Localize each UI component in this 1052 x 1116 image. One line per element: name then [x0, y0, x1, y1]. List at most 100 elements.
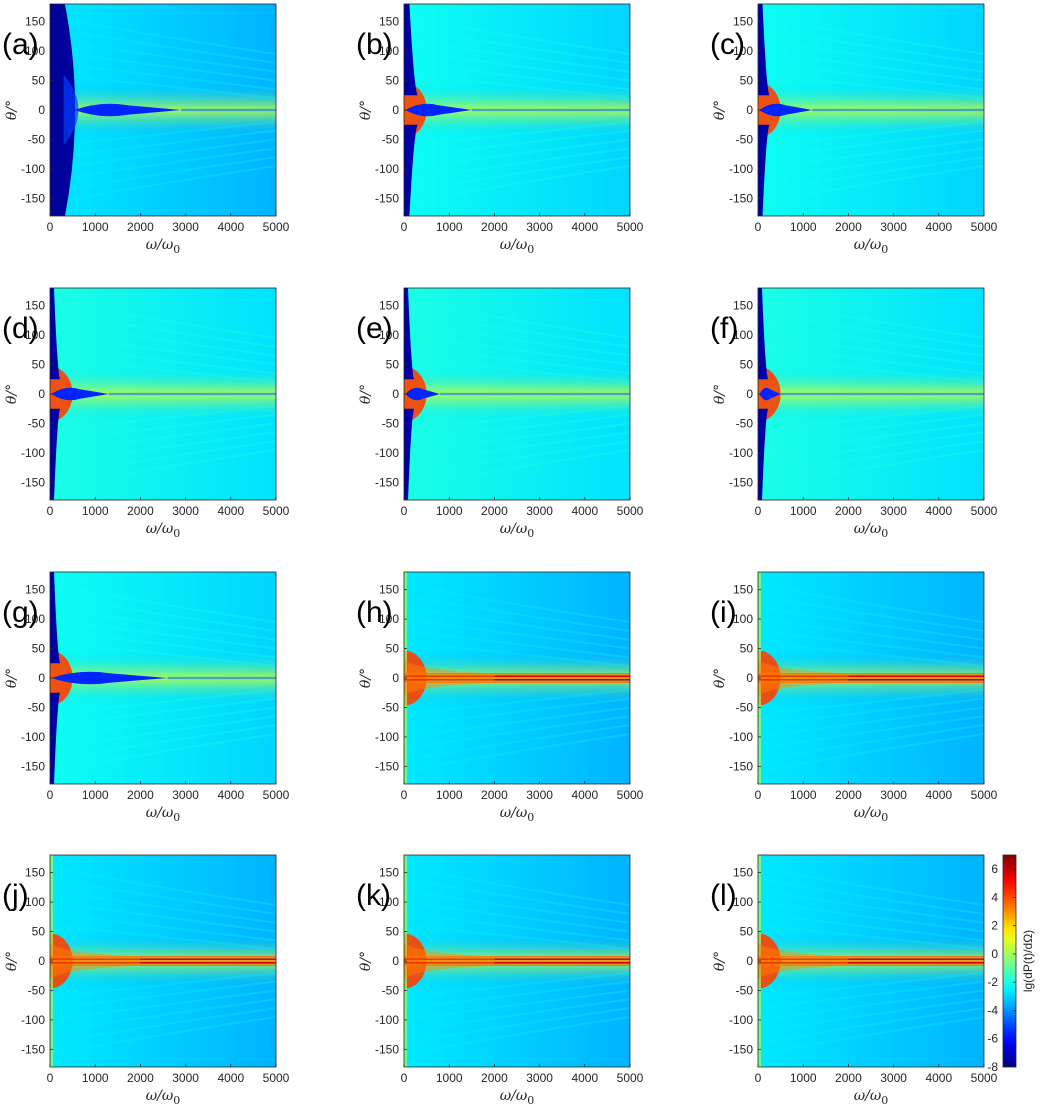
x-tick-label: 0 [47, 1071, 54, 1085]
x-axis-label: ω/ω0 [146, 237, 181, 256]
panel-letter: (a) [2, 28, 39, 61]
dark-region-bottom [404, 408, 414, 500]
x-tick-label: 0 [755, 1071, 762, 1085]
y-tick-label: 0 [746, 954, 753, 968]
ridge-line [50, 964, 276, 966]
x-tick-label: 1000 [82, 1071, 109, 1085]
x-tick-label: 4000 [571, 1071, 598, 1085]
central-lobe [51, 671, 168, 685]
panel-letter: (h) [356, 596, 393, 629]
y-tick-label: -150 [375, 475, 399, 489]
central-lobe [405, 103, 472, 117]
ridge-line [758, 681, 984, 683]
y-tick-label: 0 [392, 671, 399, 685]
y-axis-label: θ/° [712, 668, 728, 688]
panel-d: 0 1000 2000 3000 4000 5000 -150 -100 -50 0 50 100 15… [2, 287, 290, 540]
ridge-line [50, 961, 276, 964]
x-tick-label: 3000 [880, 788, 907, 802]
y-tick-label: -100 [729, 446, 753, 460]
x-tick-label: 5000 [263, 504, 290, 518]
y-tick-label: 100 [25, 895, 45, 909]
x-tick-label: 3000 [526, 1071, 553, 1085]
y-tick-label: -100 [729, 730, 753, 744]
panel-letter: (g) [2, 596, 39, 629]
y-tick-label: 50 [32, 358, 46, 372]
x-tick-label: 4000 [217, 788, 244, 802]
x-tick-label: 1000 [790, 1071, 817, 1085]
heatmap-area [50, 572, 276, 784]
dark-region-top [758, 288, 768, 380]
y-tick-label: 50 [386, 925, 400, 939]
y-tick-label: -100 [375, 446, 399, 460]
dark-region-top [404, 288, 414, 380]
heatmap-area [404, 855, 630, 1067]
heatmap-area [404, 572, 630, 784]
y-axis-label: θ/° [358, 668, 374, 688]
x-tick-label: 3000 [172, 504, 199, 518]
central-lobe [51, 387, 109, 401]
heatmap-area [50, 855, 276, 1067]
y-tick-label: -150 [21, 475, 45, 489]
x-tick-label: 0 [401, 1071, 408, 1085]
x-tick-label: 2000 [835, 220, 862, 234]
y-axis-label: θ/° [358, 951, 374, 971]
ridge-line [758, 964, 984, 966]
x-tick-label: 5000 [971, 1071, 998, 1085]
x-tick-label: 4000 [571, 788, 598, 802]
x-tick-label: 3000 [172, 1071, 199, 1085]
x-axis-label: ω/ω0 [146, 805, 181, 824]
ridge-line [758, 677, 984, 679]
y-tick-label: -50 [382, 700, 400, 714]
central-lobe [759, 387, 781, 401]
panel-j: 0 1000 2000 3000 4000 5000 -150 -100 -50 0 50 100 15… [2, 854, 290, 1107]
y-axis-label: θ/° [4, 668, 20, 688]
y-tick-label: 50 [386, 358, 400, 372]
ridge-line [758, 675, 984, 678]
central-lobe [405, 387, 441, 401]
x-tick-label: 4000 [925, 220, 952, 234]
y-axis-label: θ/° [712, 384, 728, 404]
panel-e: 0 1000 2000 3000 4000 5000 -150 -100 -50 0 50 100 15… [356, 287, 644, 540]
x-tick-label: 5000 [263, 220, 290, 234]
y-tick-label: 150 [25, 866, 45, 880]
y-tick-label: 100 [379, 328, 399, 342]
x-tick-label: 1000 [436, 788, 463, 802]
x-tick-label: 3000 [526, 220, 553, 234]
colorbar: -8 -6 -4 -2 0 2 4 6 lg(dP(t)/dΩ) [987, 854, 1035, 1074]
y-tick-label: -50 [382, 416, 400, 430]
x-axis-label: ω/ω0 [500, 1088, 535, 1107]
y-tick-label: -50 [736, 983, 754, 997]
panel-k: 0 1000 2000 3000 4000 5000 -150 -100 -50 0 50 100 15… [356, 854, 644, 1107]
y-tick-label: 150 [733, 866, 753, 880]
y-tick-label: 100 [25, 612, 45, 626]
heatmap-area [758, 572, 984, 784]
x-tick-label: 5000 [971, 788, 998, 802]
colorbar-tick-label: -2 [987, 975, 998, 989]
heatmap-area [50, 4, 276, 216]
x-tick-label: 3000 [880, 1071, 907, 1085]
ridge-line [404, 960, 630, 962]
heatmap-area [404, 288, 630, 500]
y-tick-label: 100 [25, 328, 45, 342]
x-tick-label: 1000 [790, 220, 817, 234]
ridge-line [404, 678, 630, 681]
y-tick-label: 0 [746, 103, 753, 117]
y-tick-label: 150 [733, 15, 753, 29]
central-lobe [759, 103, 813, 117]
y-tick-label: -100 [729, 162, 753, 176]
x-tick-label: 2000 [835, 1071, 862, 1085]
x-tick-label: 5000 [263, 1071, 290, 1085]
panel-g: 0 1000 2000 3000 4000 5000 -150 -100 -50 0 50 100 15… [2, 571, 290, 824]
panel-b: 0 1000 2000 3000 4000 5000 -150 -100 -50 0 50 100 15… [356, 3, 644, 256]
y-tick-label: -50 [736, 132, 754, 146]
ridge-line [758, 958, 984, 961]
x-tick-label: 5000 [617, 1071, 644, 1085]
x-tick-label: 5000 [971, 220, 998, 234]
y-tick-label: 0 [392, 387, 399, 401]
y-tick-label: -100 [375, 1013, 399, 1027]
colorbar-tick-label: -8 [987, 1060, 998, 1074]
x-tick-label: 3000 [880, 504, 907, 518]
y-tick-label: 150 [25, 583, 45, 597]
colorbar-tick-label: 0 [991, 947, 998, 961]
y-tick-label: -50 [28, 983, 46, 997]
